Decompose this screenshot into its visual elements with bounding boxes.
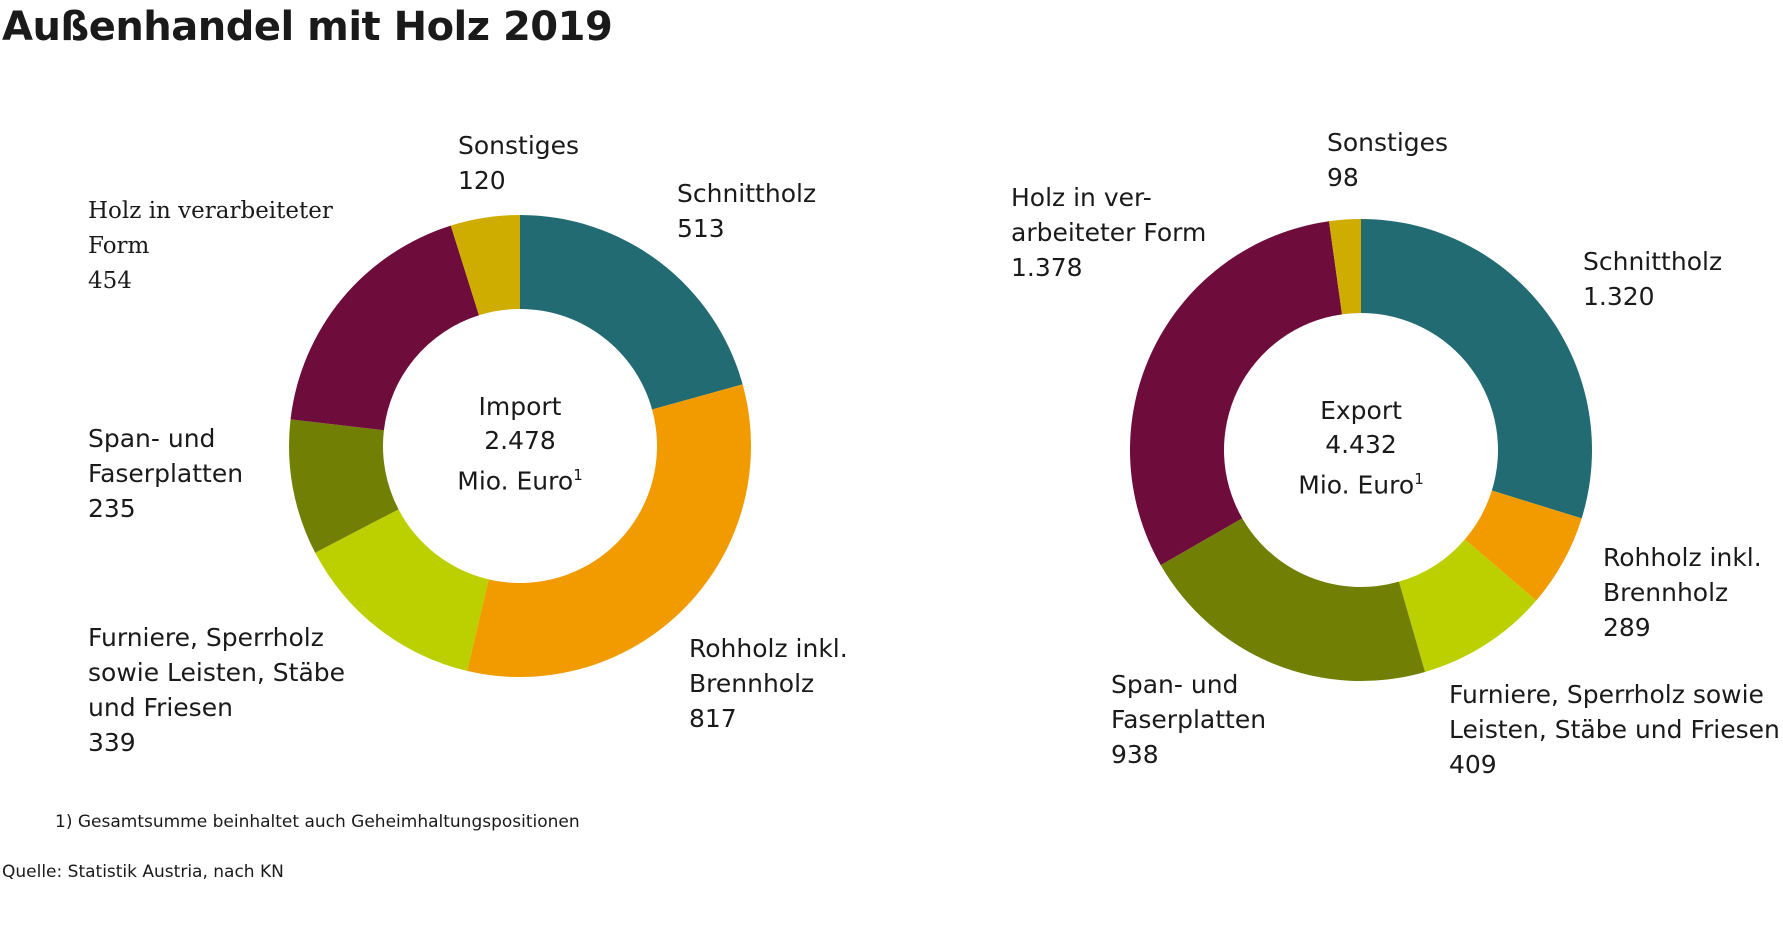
segment-label: Holz in verarbeiteter Form 454 — [88, 194, 333, 299]
source: Quelle: Statistik Austria, nach KN — [2, 862, 284, 882]
category-name: Span- und Faserplatten — [1111, 670, 1267, 734]
total: 2.478 — [484, 426, 556, 455]
segment-label: Furniere, Sperrholz sowie Leisten, Stäbe… — [88, 620, 345, 760]
value-label: 513 — [677, 214, 725, 243]
value-label: 289 — [1603, 613, 1651, 642]
center-label: Import 2.478 Mio. Euro1 — [400, 390, 640, 498]
value-label: 409 — [1449, 750, 1497, 779]
category-name: Furniere, Sperrholz sowie Leisten, Stäbe… — [1449, 680, 1780, 744]
unit: Mio. Euro — [457, 466, 574, 496]
donut-segment — [1130, 221, 1343, 566]
value-label: 235 — [88, 494, 136, 523]
donut-segment — [1329, 219, 1361, 315]
total: 4.432 — [1325, 430, 1397, 459]
donut-segment — [467, 384, 751, 677]
segment-label: Span- und Faserplatten 938 — [1111, 667, 1266, 772]
unit: Mio. Euro — [1298, 470, 1415, 500]
value-label: 938 — [1111, 740, 1159, 769]
category-name: Schnittholz — [677, 179, 817, 208]
value-label: 98 — [1327, 163, 1359, 192]
value-label: 1.378 — [1011, 253, 1083, 282]
center-label: Export 4.432 Mio. Euro1 — [1241, 394, 1481, 502]
center-title: Import — [478, 392, 562, 421]
segment-label: Schnittholz 1.320 — [1583, 244, 1722, 314]
value-label: 120 — [458, 166, 506, 195]
donut-segment — [1464, 490, 1582, 601]
unit-line: Mio. Euro1 — [400, 458, 640, 498]
segment-label: Sonstiges 120 — [458, 128, 579, 198]
segment-label: Rohholz inkl. Brennholz 289 — [1603, 540, 1762, 645]
footnote-mark: 1 — [573, 466, 583, 484]
value-label: 339 — [88, 728, 136, 757]
category-name: Furniere, Sperrholz sowie Leisten, Stäbe… — [88, 623, 346, 722]
donut-segment — [1398, 539, 1537, 672]
donut-segment — [1361, 219, 1592, 519]
donut-segment — [289, 419, 399, 553]
category-name: Sonstiges — [458, 131, 580, 160]
unit-line: Mio. Euro1 — [1241, 462, 1481, 502]
category-name: Rohholz inkl. Brennholz — [689, 634, 848, 698]
segment-label: Furniere, Sperrholz sowie Leisten, Stäbe… — [1449, 677, 1780, 782]
category-name: Holz in verarbeiteter Form — [88, 198, 333, 259]
segment-label: Rohholz inkl. Brennholz 817 — [689, 631, 848, 736]
segment-label: Schnittholz 513 — [677, 176, 816, 246]
category-name: Rohholz inkl. Brennholz — [1603, 543, 1762, 607]
donut-segment — [290, 225, 479, 431]
donut-segment — [450, 215, 520, 316]
title: Außenhandel mit Holz 2019 — [2, 4, 613, 50]
value-label: 817 — [689, 704, 737, 733]
center-title: Export — [1320, 396, 1402, 425]
donut-segment — [1160, 518, 1425, 681]
segment-label: Holz in ver- arbeiteter Form 1.378 — [1011, 180, 1206, 285]
footnote-mark: 1 — [1414, 470, 1424, 488]
category-name: Holz in ver- arbeiteter Form — [1011, 183, 1207, 247]
value-label: 1.320 — [1583, 282, 1655, 311]
donut-segment — [520, 215, 743, 410]
segment-label: Span- und Faserplatten 235 — [88, 421, 243, 526]
category-name: Span- und Faserplatten — [88, 424, 244, 488]
segment-label: Sonstiges 98 — [1327, 125, 1448, 195]
donut-segment — [315, 509, 489, 671]
category-name: Sonstiges — [1327, 128, 1449, 157]
value-label: 454 — [88, 268, 132, 294]
footnote: 1) Gesamtsumme beinhaltet auch Geheimhal… — [55, 812, 580, 832]
category-name: Schnittholz — [1583, 247, 1723, 276]
